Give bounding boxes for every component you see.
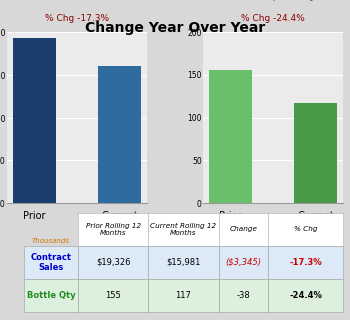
Text: Contract Sales: Contract Sales [37,0,117,1]
Text: Contract
Sales: Contract Sales [30,252,71,272]
Bar [24,246,78,279]
Text: $15,981: $15,981 [166,258,201,267]
Text: ($3,345): ($3,345) [225,258,261,267]
Text: Change: Change [229,227,257,232]
Bar [148,246,218,279]
Text: -17.3%: -17.3% [289,258,322,267]
Bar [148,279,218,312]
Bar [294,103,337,203]
Bar [268,213,343,246]
Bar [13,38,56,203]
Text: 155: 155 [105,291,121,300]
Text: Change Year Over Year: Change Year Over Year [85,21,265,35]
Bar [209,70,252,203]
Bar [218,213,268,246]
Text: Bottle Qty: Bottle Qty [27,291,75,300]
Bar [78,213,148,246]
Text: Bottle Quantity: Bottle Quantity [231,0,315,1]
Bar [268,279,343,312]
Bar [218,246,268,279]
Text: % Chg: % Chg [294,227,317,232]
Text: Prior Rolling 12
Months: Prior Rolling 12 Months [86,223,141,236]
Text: Current Rolling 12
Months: Current Rolling 12 Months [150,223,216,236]
Text: $19,326: $19,326 [96,258,131,267]
Text: -24.4%: -24.4% [289,291,322,300]
Bar [218,279,268,312]
Text: -38: -38 [236,291,250,300]
Bar [98,66,141,203]
Text: 117: 117 [175,291,191,300]
Bar [78,279,148,312]
Text: Thousands: Thousands [32,238,70,244]
Text: % Chg -24.4%: % Chg -24.4% [241,14,305,23]
Bar [24,279,78,312]
Bar [148,213,218,246]
Text: % Chg -17.3%: % Chg -17.3% [45,14,109,23]
Bar [268,246,343,279]
Bar [78,246,148,279]
